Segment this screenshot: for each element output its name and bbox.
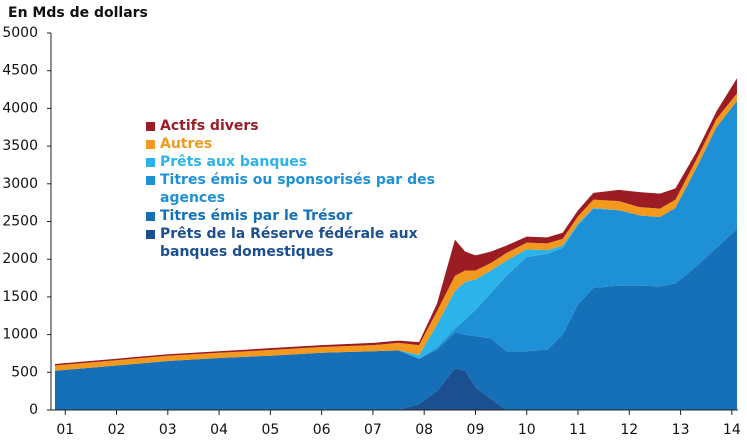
plot-area (55, 78, 737, 410)
legend-label: Titres émis ou sponsorisés par des agenc… (160, 172, 435, 206)
x-tick-label: 01 (56, 422, 74, 438)
legend-swatch (146, 122, 155, 131)
legend-item: Titres émis ou sponsorisés par des agenc… (146, 171, 476, 207)
legend-swatch (146, 158, 155, 167)
legend-label: Actifs divers (160, 118, 259, 134)
x-tick-label: 04 (210, 422, 228, 438)
y-tick-label: 5000 (2, 25, 38, 41)
y-tick-label: 3000 (2, 176, 38, 192)
x-tick-label: 03 (159, 422, 177, 438)
legend-label: Prêts aux banques (160, 154, 308, 170)
y-tick-label: 4000 (2, 100, 38, 116)
y-tick-label: 500 (11, 364, 38, 380)
x-tick-label: 12 (620, 422, 638, 438)
legend: Actifs divers Autres Prêts aux banques Titr… (146, 117, 476, 261)
x-tick-label: 08 (415, 422, 433, 438)
x-tick-label: 05 (261, 422, 279, 438)
x-tick-label: 10 (518, 422, 536, 438)
legend-label: Prêts de la Réserve fédérale aux banques… (160, 226, 418, 260)
y-tick-label: 1500 (2, 289, 38, 305)
y-tick-label: 2500 (2, 214, 38, 230)
x-tick-label: 09 (467, 422, 485, 438)
legend-item: Actifs divers (146, 117, 476, 135)
legend-swatch (146, 230, 155, 239)
y-tick-label: 4500 (2, 63, 38, 79)
legend-item: Prêts aux banques (146, 153, 476, 171)
x-tick-label: 07 (364, 422, 382, 438)
x-tick-label: 11 (569, 422, 587, 438)
legend-swatch (146, 140, 155, 149)
legend-item: Titres émis par le Trésor (146, 207, 476, 225)
legend-label: Autres (160, 136, 213, 152)
legend-swatch (146, 176, 155, 185)
y-tick-label: 1000 (2, 327, 38, 343)
y-tick-label: 2000 (2, 251, 38, 267)
legend-label: Titres émis par le Trésor (160, 208, 353, 224)
y-tick-label: 0 (29, 402, 38, 418)
x-tick-label: 13 (672, 422, 690, 438)
area (55, 229, 737, 410)
chart-title: En Mds de dollars (8, 5, 148, 21)
legend-item: Autres (146, 135, 476, 153)
x-tick-label: 14 (723, 422, 741, 438)
x-tick-label: 02 (108, 422, 126, 438)
legend-swatch (146, 212, 155, 221)
x-tick-label: 06 (313, 422, 331, 438)
legend-item: Prêts de la Réserve fédérale aux banques… (146, 225, 476, 261)
y-tick-label: 3500 (2, 138, 38, 154)
area (55, 100, 737, 371)
